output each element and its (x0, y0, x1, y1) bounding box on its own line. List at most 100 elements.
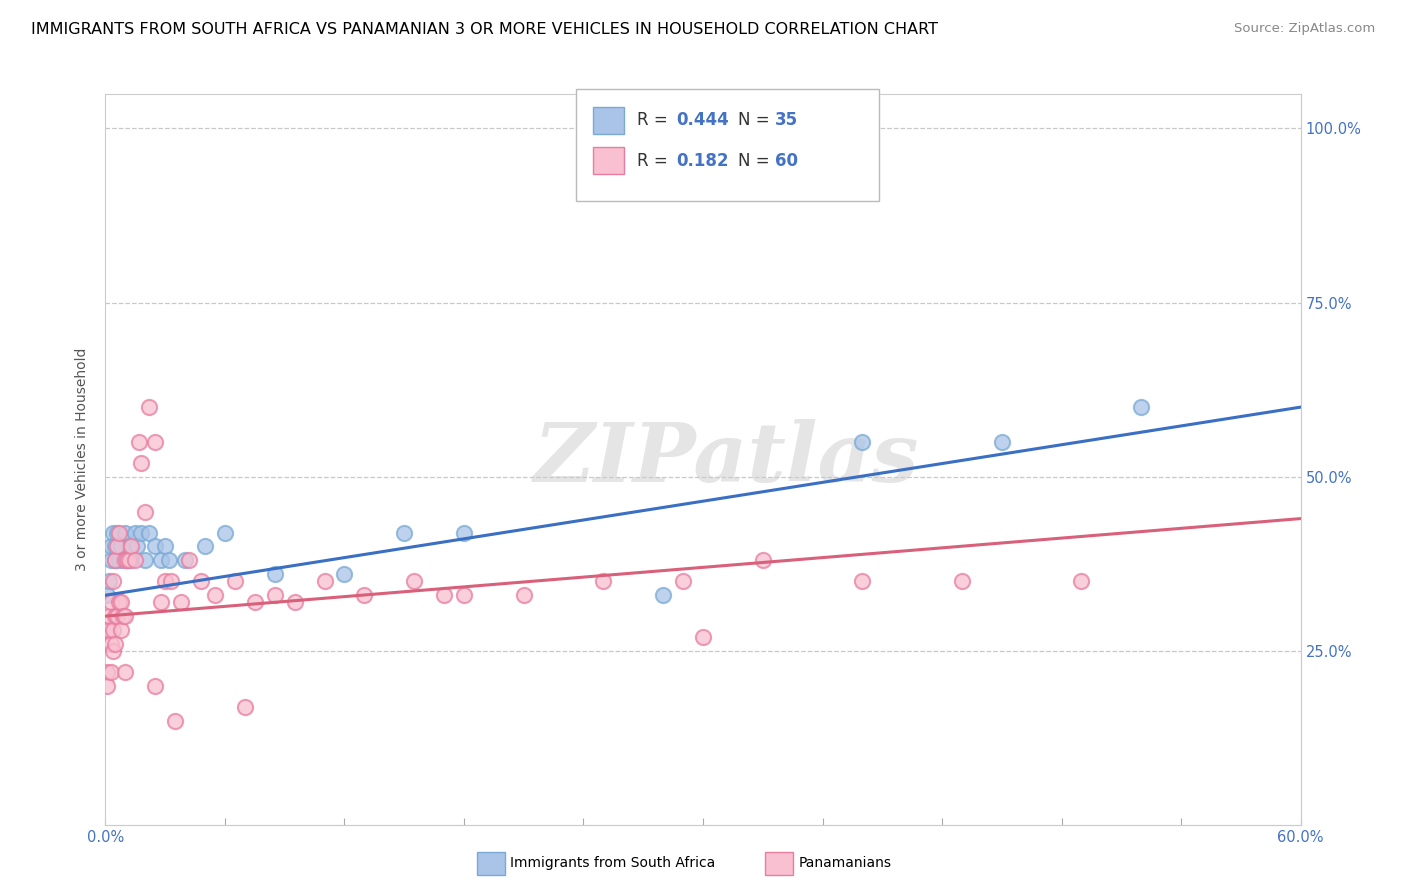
Point (751, 553, 773, 567)
Point (214, 525, 236, 540)
Point (96, 665, 118, 679)
Point (153, 574, 177, 589)
Point (263, 588, 285, 602)
Point (124, 525, 146, 540)
Text: Panamanians: Panamanians (799, 856, 891, 871)
Point (160, 574, 183, 589)
Point (104, 540, 127, 554)
Point (118, 553, 141, 567)
Point (108, 595, 131, 609)
Point (96, 623, 118, 637)
Text: N =: N = (738, 112, 775, 129)
Point (153, 540, 177, 554)
Point (284, 595, 307, 609)
Point (112, 609, 135, 624)
Point (110, 595, 132, 609)
Point (143, 679, 166, 693)
Text: 60: 60 (775, 152, 797, 169)
Point (950, 574, 973, 589)
Point (103, 574, 125, 589)
Point (107, 609, 129, 624)
Point (128, 434, 150, 449)
Point (851, 574, 873, 589)
Point (138, 400, 160, 414)
Point (353, 588, 375, 602)
Point (224, 574, 246, 589)
Point (98, 609, 121, 624)
Text: 35: 35 (775, 112, 797, 129)
Point (243, 595, 266, 609)
Point (108, 553, 131, 567)
Point (453, 588, 475, 602)
Point (314, 574, 336, 589)
Point (96, 588, 118, 602)
Point (177, 553, 201, 567)
Point (170, 595, 193, 609)
Point (134, 553, 156, 567)
Point (333, 567, 356, 582)
Point (652, 588, 675, 602)
Text: ZIPatlas: ZIPatlas (534, 419, 920, 500)
Point (433, 588, 456, 602)
Point (104, 553, 127, 567)
Point (100, 665, 122, 679)
Point (117, 553, 139, 567)
Point (114, 525, 136, 540)
Point (120, 553, 142, 567)
Point (110, 623, 132, 637)
Point (100, 540, 122, 554)
Point (103, 623, 125, 637)
Text: R =: R = (637, 112, 673, 129)
Point (143, 540, 166, 554)
Point (143, 434, 166, 449)
Point (112, 553, 135, 567)
Point (194, 540, 217, 554)
Point (392, 525, 416, 540)
Point (453, 525, 475, 540)
Point (157, 553, 180, 567)
Point (96, 679, 118, 693)
Point (204, 588, 226, 602)
Text: Immigrants from South Africa: Immigrants from South Africa (510, 856, 716, 871)
Point (233, 699, 256, 714)
Point (263, 567, 285, 582)
Point (104, 553, 127, 567)
Point (118, 540, 141, 554)
Point (150, 595, 173, 609)
Point (100, 637, 122, 651)
Point (150, 553, 173, 567)
Point (114, 609, 136, 624)
Text: Source: ZipAtlas.com: Source: ZipAtlas.com (1234, 22, 1375, 36)
Point (190, 574, 212, 589)
Point (592, 574, 614, 589)
Point (672, 574, 695, 589)
Point (1130, 400, 1153, 414)
Point (1070, 574, 1092, 589)
Point (107, 540, 129, 554)
Point (114, 665, 136, 679)
Point (104, 637, 127, 651)
Point (98, 623, 121, 637)
Point (134, 505, 156, 519)
Point (103, 525, 125, 540)
Point (100, 553, 122, 567)
Point (100, 595, 122, 609)
Point (108, 525, 131, 540)
Point (103, 644, 125, 658)
Point (990, 434, 1012, 449)
Point (129, 525, 153, 540)
Point (513, 588, 536, 602)
Point (120, 540, 142, 554)
Point (692, 630, 714, 644)
Text: R =: R = (637, 152, 673, 169)
Point (117, 553, 139, 567)
Text: 0.444: 0.444 (676, 112, 730, 129)
Point (404, 574, 426, 589)
Point (124, 553, 146, 567)
Point (138, 525, 160, 540)
Point (107, 525, 129, 540)
Point (114, 553, 136, 567)
Text: IMMIGRANTS FROM SOUTH AFRICA VS PANAMANIAN 3 OR MORE VEHICLES IN HOUSEHOLD CORRE: IMMIGRANTS FROM SOUTH AFRICA VS PANAMANI… (31, 22, 938, 37)
Point (98, 574, 121, 589)
Text: N =: N = (738, 152, 775, 169)
